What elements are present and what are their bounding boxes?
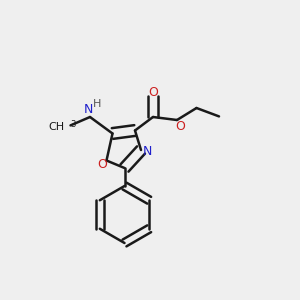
Text: O: O xyxy=(97,158,107,172)
Text: O: O xyxy=(148,85,158,99)
Text: H: H xyxy=(93,99,102,109)
Text: O: O xyxy=(175,120,185,134)
Text: N: N xyxy=(143,145,152,158)
Text: 3: 3 xyxy=(70,120,75,129)
Text: N: N xyxy=(84,103,93,116)
Text: CH: CH xyxy=(48,122,64,132)
